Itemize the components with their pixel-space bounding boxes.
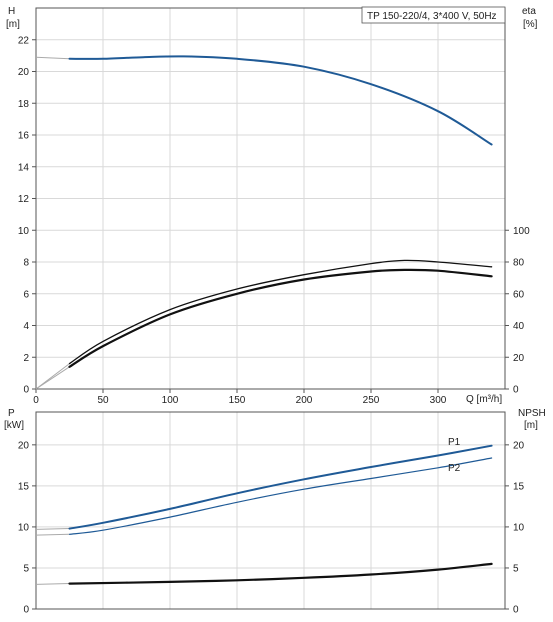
x-tick-label: 100 (162, 395, 179, 406)
npsh-ticks: 0 5 10 15 20 (505, 440, 525, 616)
x-tick-label: 50 (97, 395, 109, 406)
power-npsh-panel: 0 5 10 15 20 0 5 10 15 20 P [kW] NPSH [m] P1 P2 (4, 408, 546, 616)
y-tick-label: 8 (23, 258, 29, 269)
power-npsh-series (35, 444, 493, 585)
series-extension (35, 533, 70, 536)
x-tick-label: 250 (363, 395, 380, 406)
eta-axis-label: eta (522, 6, 536, 17)
head-efficiency-panel: 0 2 4 6 8 10 12 14 16 18 20 22 0 20 40 60 80 100 0 50 100 1… (6, 6, 538, 406)
y-tick-label: 0 (23, 605, 29, 616)
y-tick-label: 5 (23, 563, 29, 574)
series-line (68, 259, 493, 365)
power-ticks: 0 5 10 15 20 (18, 440, 36, 616)
p1-series-label: P1 (448, 437, 461, 448)
power-axis-unit: [kW] (4, 420, 24, 431)
y-tick-label: 20 (18, 67, 30, 78)
series-line (68, 444, 493, 530)
flow-axis-label: Q [m³/h] (466, 394, 502, 405)
series-line (68, 268, 493, 368)
p2-series-label: P2 (448, 463, 461, 474)
power-axis-label: P (8, 408, 15, 419)
y-tick-label: 10 (18, 226, 30, 237)
y2-tick-label: 20 (513, 353, 525, 364)
head-ticks: 0 2 4 6 8 10 12 14 16 18 20 22 (18, 35, 36, 396)
y-tick-label: 20 (18, 440, 30, 451)
power-npsh-frame (35, 411, 506, 610)
y-tick-label: 4 (23, 321, 29, 332)
npsh-axis-unit: [m] (524, 420, 538, 431)
series-line (68, 457, 493, 535)
y-tick-label: 16 (18, 131, 30, 142)
y2-tick-label: 0 (513, 385, 519, 396)
y2-tick-label: 80 (513, 258, 525, 269)
chart-title-box (361, 6, 506, 24)
series-extension (35, 366, 70, 390)
y-tick-label: 14 (18, 162, 30, 173)
y2-tick-label: 60 (513, 289, 525, 300)
head-axis-label: H (8, 6, 15, 17)
series-extension (35, 583, 70, 585)
y-tick-label: 6 (23, 289, 29, 300)
series-line (68, 55, 493, 146)
series-extension (35, 528, 70, 530)
efficiency-ticks: 0 20 40 60 80 100 (505, 226, 530, 396)
y-tick-label: 10 (18, 522, 30, 533)
x-tick-label: 0 (33, 395, 39, 406)
y2-tick-label: 5 (513, 563, 519, 574)
head-efficiency-grid (36, 8, 505, 389)
npsh-axis-label: NPSH (518, 408, 546, 419)
y-tick-label: 12 (18, 194, 30, 205)
y2-tick-label: 40 (513, 321, 525, 332)
chart-title: TP 150-220/4, 3*400 V, 50Hz (367, 11, 497, 22)
y-tick-label: 0 (23, 385, 29, 396)
x-tick-label: 200 (296, 395, 313, 406)
y-tick-label: 15 (18, 481, 30, 492)
y2-tick-label: 15 (513, 481, 525, 492)
series-line (68, 562, 493, 585)
series-extension (35, 56, 70, 60)
power-npsh-grid (36, 412, 505, 609)
y-tick-label: 18 (18, 99, 30, 110)
y2-tick-label: 10 (513, 522, 525, 533)
y2-tick-label: 0 (513, 605, 519, 616)
x-tick-label: 150 (229, 395, 246, 406)
y2-tick-label: 100 (513, 226, 530, 237)
head-efficiency-series (35, 55, 493, 390)
eta-axis-unit: [%] (523, 19, 538, 30)
y-tick-label: 22 (18, 35, 30, 46)
head-axis-unit: [m] (6, 19, 20, 30)
y-tick-label: 2 (23, 353, 29, 364)
x-tick-label: 300 (430, 395, 447, 406)
flow-ticks: 0 50 100 150 200 250 300 (33, 389, 447, 406)
y2-tick-label: 20 (513, 440, 525, 451)
